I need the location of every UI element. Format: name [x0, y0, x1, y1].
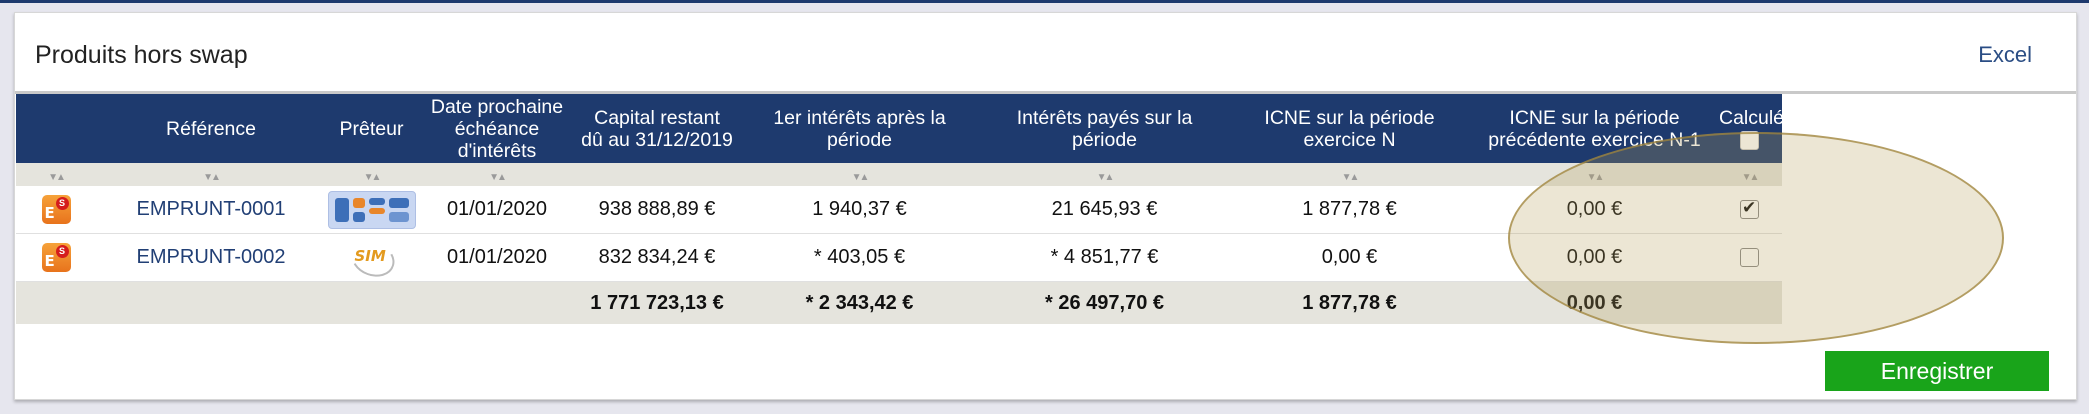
sort-arrows-icon[interactable]: ▼▲ [1341, 172, 1360, 183]
total-capital: 1 771 723,13 € [577, 281, 737, 324]
col-header-spacer [1782, 94, 2063, 163]
col-header-first-interest[interactable]: 1er intérêts après la période [737, 94, 982, 163]
sort-cell: ▼▲ [326, 163, 417, 186]
icne-n1-cell: 0,00 € [1472, 186, 1717, 234]
sort-cell: ▼▲ [96, 163, 326, 186]
sort-arrows-icon[interactable]: ▼▲ [851, 172, 870, 183]
sort-arrows-icon[interactable]: ▼▲ [1096, 172, 1115, 183]
sort-cell: ▼▲ [417, 163, 577, 186]
icne-n1-cell: 0,00 € [1472, 233, 1717, 282]
lender-cell [326, 186, 417, 234]
col-header-capital[interactable]: Capital restant dû au 31/12/2019 [577, 94, 737, 163]
sort-cell: ▼▲ [1472, 163, 1717, 186]
sort-cell: ▼▲ [1227, 163, 1472, 186]
reference-link[interactable]: EMPRUNT-0002 [136, 246, 286, 268]
sort-arrows-icon[interactable]: ▼▲ [1741, 172, 1760, 183]
products-panel: Produits hors swap Excel Référence Prête… [14, 12, 2077, 400]
total-empty-cell [1717, 281, 1782, 324]
header-row: Référence Prêteur Date prochaine échéanc… [16, 94, 2063, 163]
sort-arrows-icon[interactable]: ▼▲ [489, 172, 507, 183]
total-empty-cell [96, 281, 326, 324]
col-header-lender[interactable]: Prêteur [326, 94, 417, 163]
next-date-cell: 01/01/2020 [417, 186, 577, 234]
col-header-icne-n1[interactable]: ICNE sur la période précédente exercice … [1472, 94, 1717, 163]
sort-cell [577, 163, 737, 186]
total-interest-paid: * 26 497,70 € [982, 281, 1227, 324]
total-first-interest: * 2 343,42 € [737, 281, 982, 324]
first-interest-cell: 1 940,37 € [737, 186, 982, 234]
calculated-cell [1717, 186, 1782, 234]
sort-cell: ▼▲ [16, 163, 96, 186]
next-date-cell: 01/01/2020 [417, 233, 577, 282]
excel-export-link[interactable]: Excel [1978, 42, 2032, 67]
col-header-reference[interactable]: Référence [96, 94, 326, 163]
sort-cell: ▼▲ [982, 163, 1227, 186]
reference-cell: EMPRUNT-0001 [96, 186, 326, 234]
col-header-icon [16, 94, 96, 163]
col-header-calculated: Calculé [1717, 94, 1785, 163]
sort-arrows-icon[interactable]: ▼▲ [1586, 172, 1605, 183]
sort-arrows-icon[interactable]: ▼▲ [48, 172, 66, 183]
sort-row: ▼▲ ▼▲ ▼▲ ▼▲ ▼▲ ▼▲ ▼▲ ▼▲ ▼▲ [16, 163, 2063, 186]
products-table: Référence Prêteur Date prochaine échéanc… [16, 94, 2063, 324]
calculated-checkbox[interactable] [1740, 248, 1759, 268]
spacer-cell [1782, 186, 2063, 234]
lender-logo-sim-icon: SIM [346, 235, 399, 282]
save-button[interactable]: Enregistrer [1825, 351, 2049, 391]
total-spacer-cell [1782, 281, 2063, 324]
sort-cell: ▼▲ [1717, 163, 1782, 186]
total-empty-cell [417, 281, 577, 324]
sort-arrows-icon[interactable]: ▼▲ [203, 172, 221, 183]
capital-cell: 832 834,24 € [577, 233, 737, 282]
total-empty-cell [16, 281, 96, 324]
col-header-next-date[interactable]: Date prochaine échéance d'intérêts [417, 94, 577, 163]
select-all-checkbox[interactable] [1740, 130, 1759, 150]
total-icne-n: 1 877,78 € [1227, 281, 1472, 324]
first-interest-cell: * 403,05 € [737, 233, 982, 282]
col-header-interest-paid[interactable]: Intérêts payés sur la période [982, 94, 1227, 163]
title-divider [15, 91, 2076, 94]
interest-paid-cell: * 4 851,77 € [982, 233, 1227, 282]
sort-cell: ▼▲ [737, 163, 982, 186]
totals-row: 1 771 723,13 € * 2 343,42 € * 26 497,70 … [16, 281, 2063, 324]
calculated-checkbox[interactable] [1740, 198, 1759, 220]
lender-logo-sim-text: SIM [354, 246, 386, 265]
sort-arrows-icon[interactable]: ▼▲ [363, 172, 382, 183]
icne-n-cell: 0,00 € [1227, 233, 1472, 282]
sort-cell-spacer [1782, 163, 2063, 186]
total-empty-cell [326, 281, 417, 324]
lender-logo-blue-blocks-icon [327, 190, 416, 229]
icne-n-cell: 1 877,78 € [1227, 186, 1472, 234]
reference-cell: EMPRUNT-0002 [96, 233, 326, 282]
calculated-cell [1717, 233, 1782, 282]
reference-link[interactable]: EMPRUNT-0001 [136, 198, 286, 220]
interest-paid-cell: 21 645,93 € [982, 186, 1227, 234]
panel-title: Produits hors swap [35, 41, 248, 69]
lender-cell: SIM [326, 233, 417, 282]
spacer-cell [1782, 234, 2063, 282]
total-icne-n1: 0,00 € [1472, 281, 1717, 324]
col-header-calculated-label: Calculé [1719, 106, 1785, 129]
col-header-icne-n[interactable]: ICNE sur la période exercice N [1227, 94, 1472, 163]
capital-cell: 938 888,89 € [577, 186, 737, 234]
